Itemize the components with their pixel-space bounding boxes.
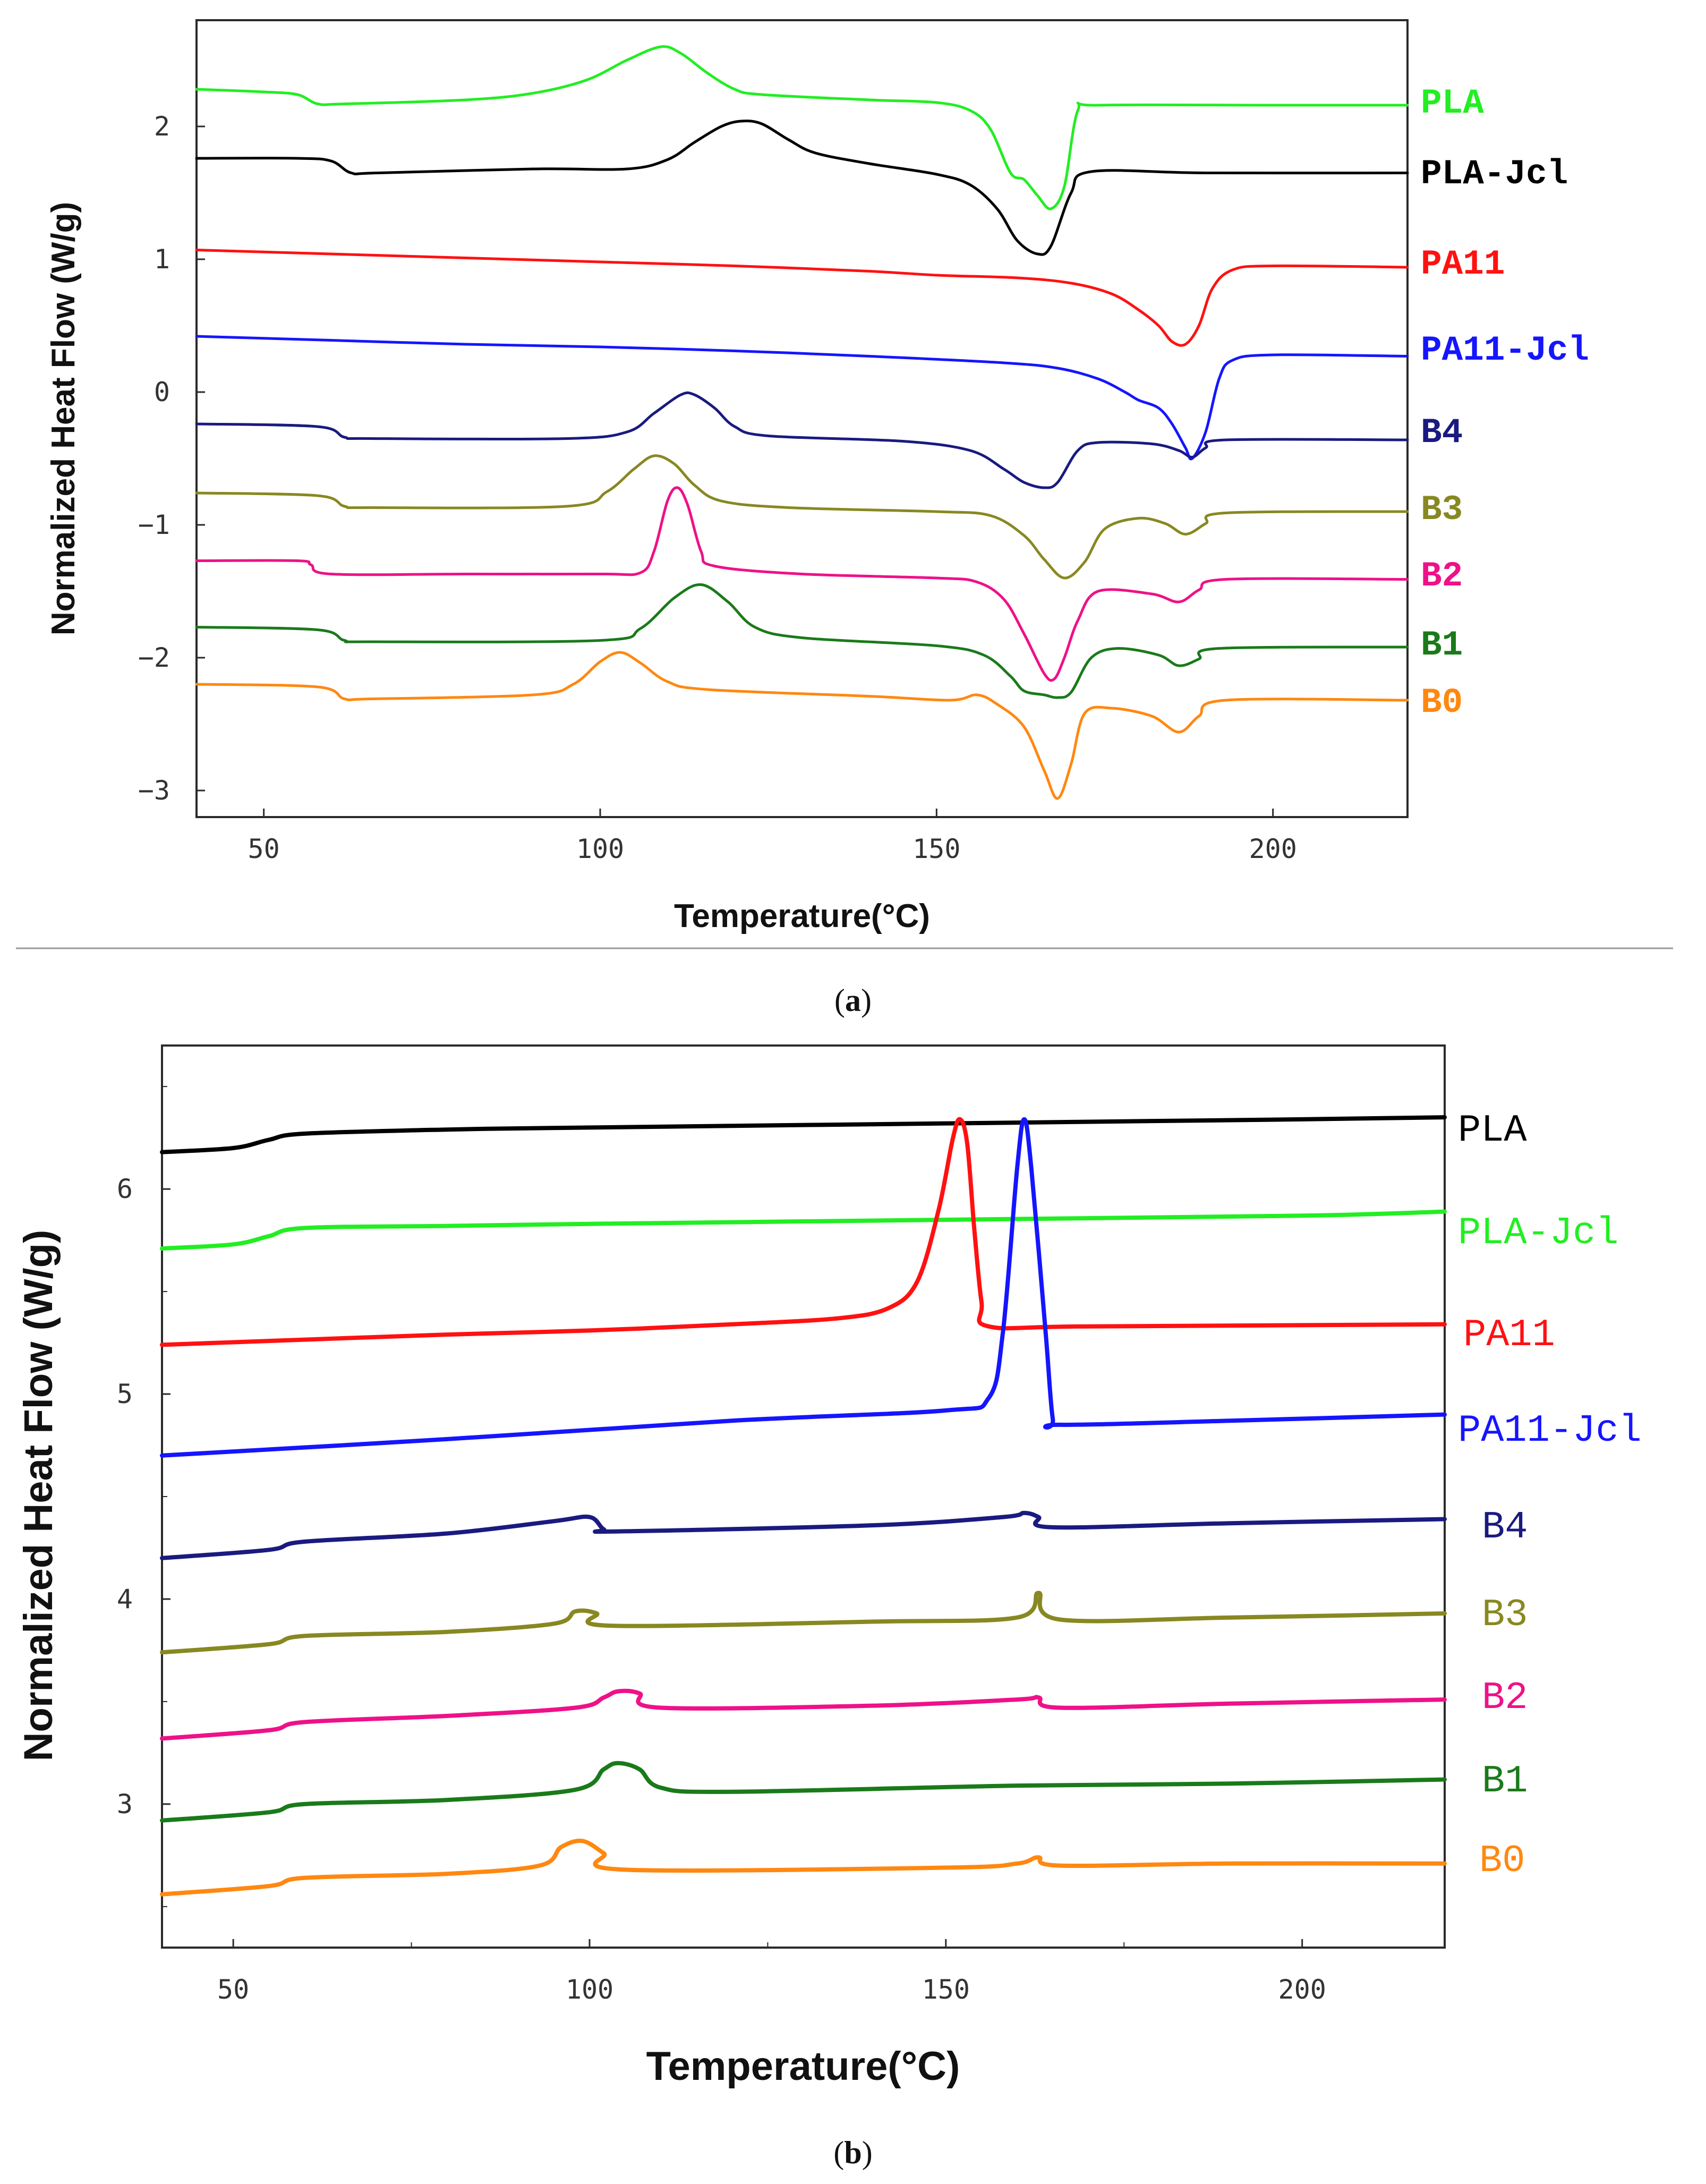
y-tick-label: 6 bbox=[117, 1174, 133, 1204]
y-tick-label: −2 bbox=[138, 642, 170, 673]
legend-label-b0: B0 bbox=[1421, 683, 1463, 723]
y-tick-label: −3 bbox=[138, 775, 170, 806]
legend-label-b4: B4 bbox=[1421, 413, 1463, 453]
y-tick-label: −1 bbox=[138, 509, 170, 540]
series-line-a-pla bbox=[195, 45, 1409, 210]
y-tick-label: 4 bbox=[117, 1584, 133, 1614]
y-tick-label: 5 bbox=[117, 1379, 133, 1409]
x-tick-label: 150 bbox=[912, 834, 960, 864]
legend-label-b0: B0 bbox=[1479, 1839, 1525, 1883]
legend-label-b3: B3 bbox=[1421, 490, 1463, 530]
series-line-b-b1 bbox=[160, 1761, 1447, 1823]
series-line-a-b4 bbox=[195, 391, 1409, 489]
x-tick-label: 100 bbox=[576, 834, 624, 864]
series-line-b-b0 bbox=[160, 1838, 1447, 1897]
legend-label-b3: B3 bbox=[1482, 1593, 1528, 1637]
series-group-b bbox=[160, 1115, 1447, 1897]
legend-label-pa11-jcl: PA11-Jcl bbox=[1421, 330, 1589, 370]
y-tick-label: 0 bbox=[154, 377, 170, 407]
panel-a: 50 100 150 200 −3 −2 −1 0 1 2 PLA PLA-Jcl PA11 PA11… bbox=[16, 19, 1673, 1018]
legend-label-b2: B2 bbox=[1482, 1676, 1528, 1720]
series-group-a bbox=[195, 45, 1409, 800]
series-line-b-b4 bbox=[160, 1510, 1447, 1560]
panel-label-b: (b) bbox=[833, 2135, 872, 2170]
y-axis-title-a: Normalized Heat Flow (W/g) bbox=[45, 202, 82, 635]
y-tick-label: 1 bbox=[154, 244, 170, 275]
series-line-b-b3 bbox=[160, 1591, 1447, 1655]
series-line-b-b2 bbox=[160, 1688, 1447, 1741]
series-line-a-pa11 bbox=[195, 249, 1409, 347]
series-line-b-pla bbox=[160, 1115, 1447, 1154]
legend-label-pla: PLA bbox=[1421, 83, 1484, 123]
x-axis-title-b: Temperature(°C) bbox=[646, 2044, 960, 2089]
x-tick-label: 150 bbox=[922, 1974, 970, 2005]
series-line-a-b2 bbox=[195, 486, 1409, 682]
legend-b: PLA PLA-Jcl PA11 PA11-Jcl B4 B3 B2 B1 B0 bbox=[1458, 1109, 1642, 1883]
x-axis-title-a: Temperature(°C) bbox=[674, 898, 930, 934]
series-line-b-pa11-jcl bbox=[160, 1117, 1447, 1458]
legend-label-b4: B4 bbox=[1482, 1506, 1528, 1549]
legend-label-pa11: PA11 bbox=[1463, 1313, 1555, 1357]
legend-label-b1: B1 bbox=[1482, 1760, 1528, 1803]
series-line-a-b1 bbox=[195, 583, 1409, 699]
x-tick-label: 50 bbox=[217, 1974, 249, 2005]
y-axis-title-b: Normalized Heat Flow (W/g) bbox=[16, 1230, 61, 1762]
legend-label-pla-jcl: PLA-Jcl bbox=[1421, 154, 1568, 194]
legend-label-b1: B1 bbox=[1421, 625, 1463, 665]
legend-label-pa11-jcl: PA11-Jcl bbox=[1458, 1409, 1642, 1452]
legend-label-b2: B2 bbox=[1421, 556, 1463, 596]
legend-label-pla: PLA bbox=[1458, 1109, 1527, 1152]
y-ticks-b: 3 4 5 6 bbox=[117, 1086, 170, 1907]
legend-label-pla-jcl: PLA-Jcl bbox=[1458, 1211, 1618, 1255]
x-tick-label: 200 bbox=[1278, 1974, 1326, 2005]
y-tick-label: 3 bbox=[117, 1789, 133, 1820]
series-line-a-pla-jcl bbox=[195, 120, 1409, 256]
x-tick-label: 50 bbox=[248, 834, 280, 864]
x-tick-label: 100 bbox=[566, 1974, 613, 2005]
series-line-a-pa11-jcl bbox=[195, 335, 1409, 461]
series-line-a-b3 bbox=[195, 454, 1409, 580]
plot-frame-b bbox=[161, 1044, 1446, 1949]
panel-label-a: (a) bbox=[834, 983, 872, 1018]
legend-a: PLA PLA-Jcl PA11 PA11-Jcl B4 B3 B2 B1 B0 bbox=[1421, 83, 1589, 723]
x-ticks-a: 50 100 150 200 bbox=[248, 809, 1297, 864]
panel-b: 50 100 150 200 3 4 5 6 PLA PLA-Jcl PA11 PA11-Jcl B… bbox=[16, 1044, 1642, 2170]
legend-label-pa11: PA11 bbox=[1421, 244, 1505, 284]
x-ticks-b: 50 100 150 200 bbox=[217, 1939, 1326, 2005]
plot-frame-a bbox=[195, 19, 1409, 818]
series-line-a-b0 bbox=[195, 651, 1409, 800]
y-ticks-a: −3 −2 −1 0 1 2 bbox=[138, 111, 205, 806]
y-tick-label: 2 bbox=[154, 111, 170, 142]
series-line-b-pa11 bbox=[160, 1117, 1447, 1347]
series-line-b-pla-jcl bbox=[160, 1209, 1447, 1251]
x-tick-label: 200 bbox=[1249, 834, 1297, 864]
